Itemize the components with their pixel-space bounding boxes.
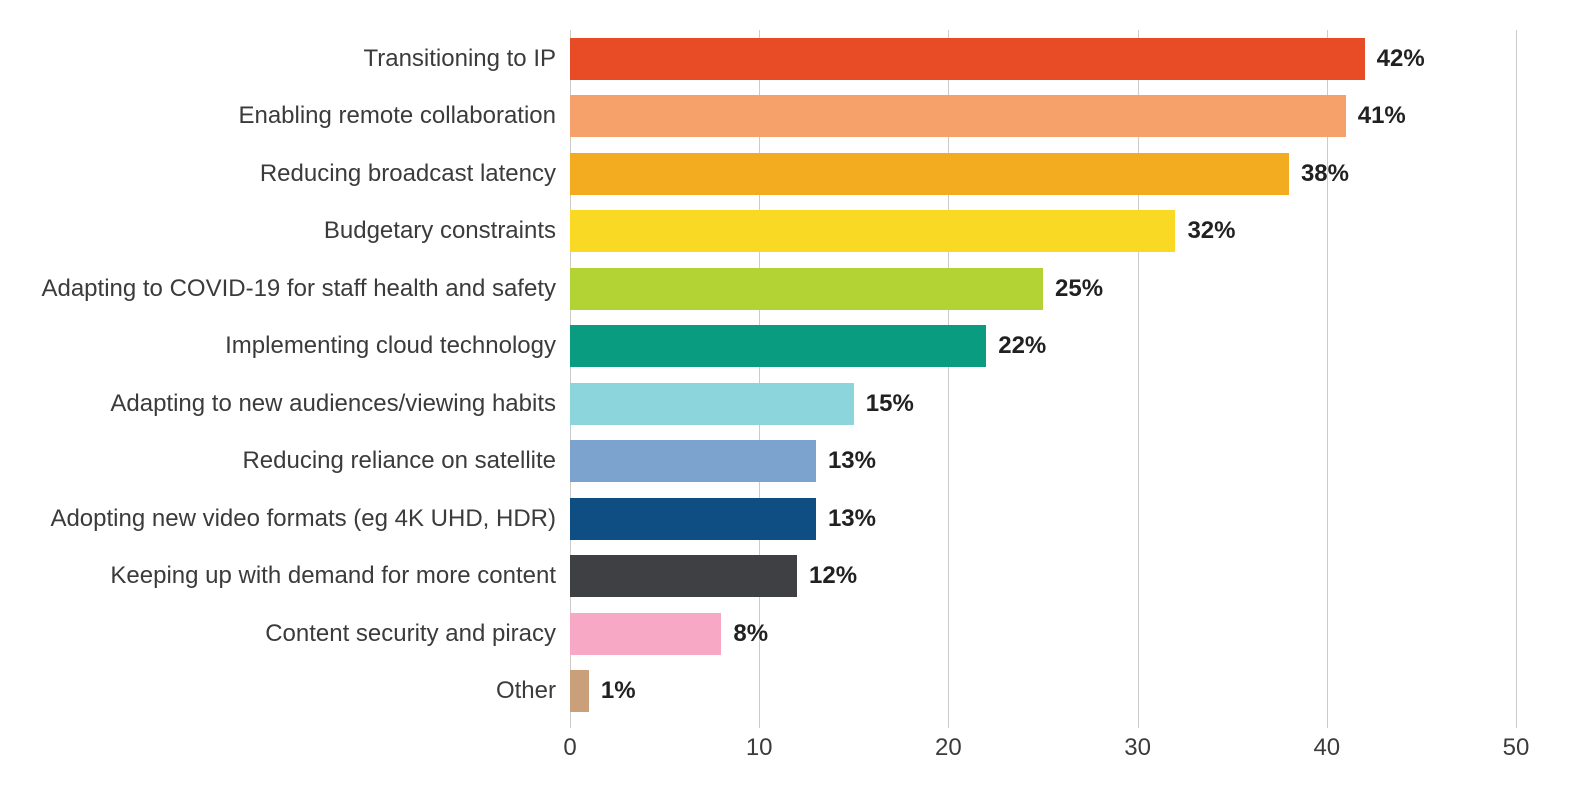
bar-row: 41%: [570, 93, 1516, 139]
bar: 12%: [570, 555, 797, 597]
value-label: 22%: [998, 332, 1046, 360]
x-tick-label: 40: [1313, 734, 1340, 762]
value-label: 12%: [809, 562, 857, 590]
bar-row: 13%: [570, 438, 1516, 484]
x-tick-label: 10: [746, 734, 773, 762]
category-label: Budgetary constraints: [10, 208, 570, 254]
x-tick-label: 30: [1124, 734, 1151, 762]
bar: 1%: [570, 670, 589, 712]
bar-row: 22%: [570, 323, 1516, 369]
bar: 41%: [570, 95, 1346, 137]
bar-row: 8%: [570, 611, 1516, 657]
category-label: Keeping up with demand for more content: [10, 553, 570, 599]
category-label: Transitioning to IP: [10, 36, 570, 82]
x-gridline: [1516, 30, 1517, 728]
value-label: 15%: [866, 390, 914, 418]
x-tick-label: 20: [935, 734, 962, 762]
bar: 13%: [570, 498, 816, 540]
x-tick-label: 50: [1503, 734, 1530, 762]
x-tick-label: 0: [563, 734, 576, 762]
category-label: Adopting new video formats (eg 4K UHD, H…: [10, 496, 570, 542]
value-label: 8%: [733, 620, 768, 648]
category-labels: Transitioning to IP Enabling remote colla…: [10, 30, 570, 720]
value-label: 41%: [1358, 102, 1406, 130]
value-label: 38%: [1301, 160, 1349, 188]
category-label: Adapting to new audiences/viewing habits: [10, 381, 570, 427]
value-label: 13%: [828, 447, 876, 475]
bar: 22%: [570, 325, 986, 367]
category-label: Adapting to COVID-19 for staff health an…: [10, 266, 570, 312]
bar-row: 1%: [570, 668, 1516, 714]
bar-row: 13%: [570, 496, 1516, 542]
bar-row: 42%: [570, 36, 1516, 82]
bar: 25%: [570, 268, 1043, 310]
bar-rows: 42% 41% 38% 32% 25% 22% 15% 13% 13% 12% 8% 1%: [570, 30, 1516, 720]
bar-row: 38%: [570, 151, 1516, 197]
plot-area: 01020304050 42%41%38%32%25%22%15%13%13%1…: [570, 30, 1516, 720]
horizontal-bar-chart: Transitioning to IP Enabling remote colla…: [10, 20, 1536, 780]
bar: 8%: [570, 613, 721, 655]
category-label: Other: [10, 668, 570, 714]
category-label: Implementing cloud technology: [10, 323, 570, 369]
bar-row: 12%: [570, 553, 1516, 599]
bar: 13%: [570, 440, 816, 482]
category-label: Reducing reliance on satellite: [10, 438, 570, 484]
category-label: Content security and piracy: [10, 611, 570, 657]
bar-row: 15%: [570, 381, 1516, 427]
value-label: 13%: [828, 505, 876, 533]
category-label: Reducing broadcast latency: [10, 151, 570, 197]
value-label: 42%: [1377, 45, 1425, 73]
bar-row: 25%: [570, 266, 1516, 312]
value-label: 1%: [601, 677, 636, 705]
value-label: 32%: [1187, 217, 1235, 245]
value-label: 25%: [1055, 275, 1103, 303]
category-label: Enabling remote collaboration: [10, 93, 570, 139]
bar: 32%: [570, 210, 1175, 252]
bar: 15%: [570, 383, 854, 425]
bar: 42%: [570, 38, 1365, 80]
bar: 38%: [570, 153, 1289, 195]
bar-row: 32%: [570, 208, 1516, 254]
